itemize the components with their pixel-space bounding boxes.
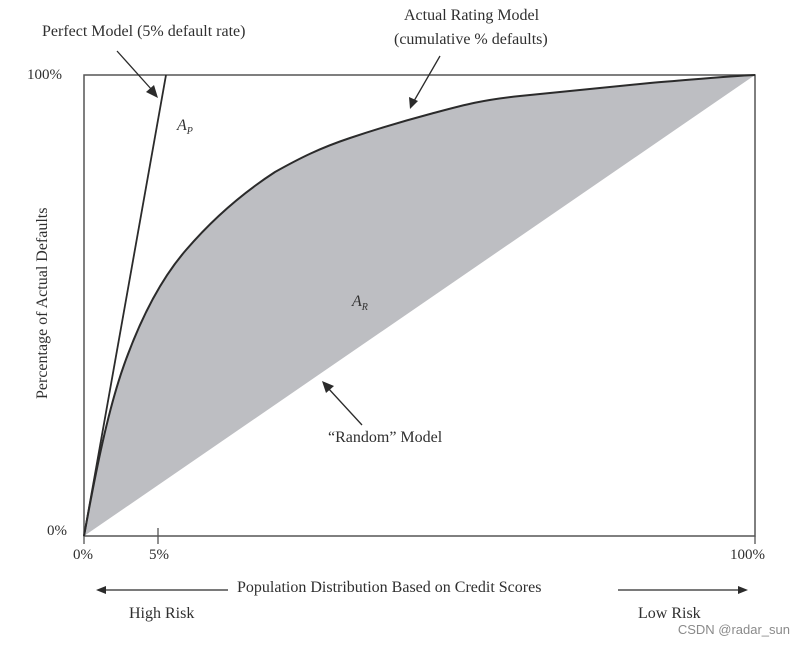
x-tick-label-100: 100% [730,547,765,563]
area-ap-label: AP [177,117,193,137]
perfect-model-line [83,74,167,537]
area-ar-sub: R [361,302,368,313]
right-arrowhead-icon [738,586,748,594]
y-tick-0: 0% [47,523,67,539]
actual-model-arrow [413,55,441,102]
perfect-model-label: Perfect Model (5% default rate) [42,23,246,40]
low-risk-label: Low Risk [638,605,701,622]
x-tick-label-0: 0% [73,547,93,563]
area-ap-main: A [177,117,187,134]
perfect-model-arrowhead-icon [146,85,158,98]
actual-model-curve [83,74,756,537]
area-ar-label: AR [352,293,368,313]
left-arrowhead-icon [96,586,106,594]
x-tick-label-5: 5% [149,547,169,563]
actual-model-label-line2: (cumulative % defaults) [394,31,548,48]
random-model-arrowhead-icon [322,381,334,393]
random-model-arrow [327,387,363,426]
area-ap-sub: P [186,126,193,137]
perfect-model-arrow [116,50,153,91]
watermark: CSDN @radar_sun [677,622,790,637]
area-ar-main: A [352,293,362,310]
actual-model-arrowhead-icon [409,97,418,109]
y-axis-label: Percentage of Actual Defaults [34,207,51,399]
high-risk-label: High Risk [129,605,195,622]
y-tick-100: 100% [27,67,62,83]
actual-model-label-line1: Actual Rating Model [404,7,540,24]
x-axis-label: Population Distribution Based on Credit … [237,579,542,596]
random-model-label: “Random” Model [328,429,443,446]
plot-frame [83,74,756,537]
area-ar-fill [84,75,755,536]
